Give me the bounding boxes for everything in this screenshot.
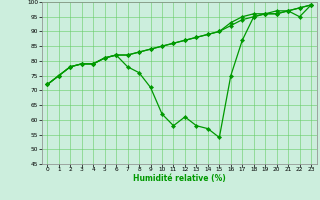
- X-axis label: Humidité relative (%): Humidité relative (%): [133, 174, 226, 183]
